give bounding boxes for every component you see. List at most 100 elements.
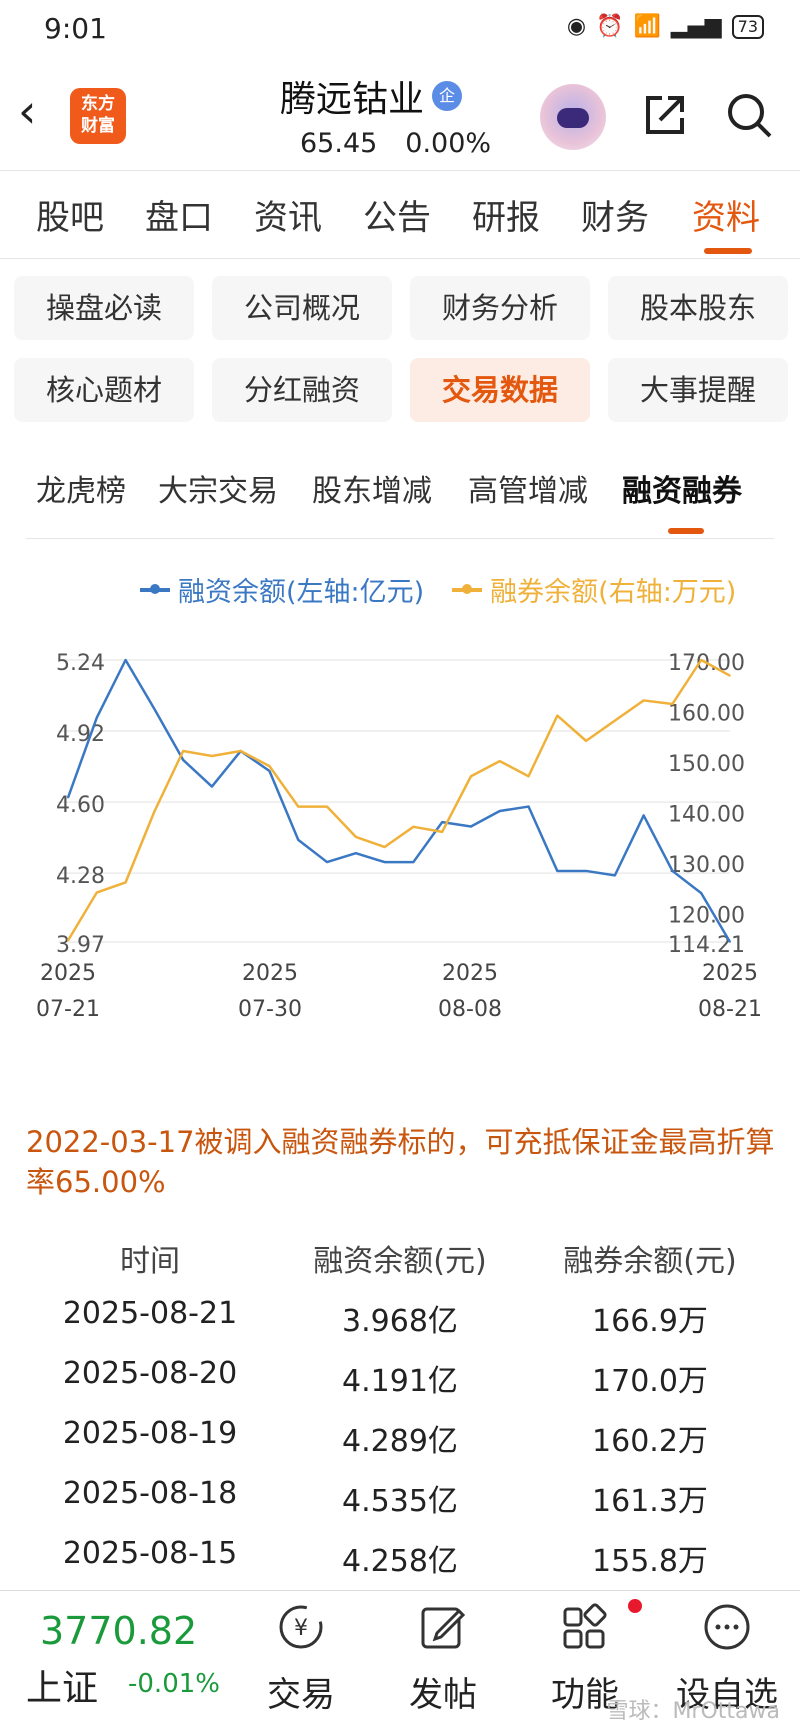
- series-point-1: [67, 939, 69, 942]
- header: ‹ 东方 财富 腾远钴业 企 65.45 0.00%: [0, 62, 800, 170]
- series-point-0: [671, 870, 674, 872]
- stock-title: 腾远钴业 企: [280, 70, 463, 122]
- tabs-divider: [0, 258, 800, 259]
- features-button[interactable]: 功能: [530, 1601, 640, 1716]
- chart-plot[interactable]: 5.244.924.604.283.97170.00160.00150.0014…: [0, 620, 800, 1060]
- yen-circle-icon: ¥: [279, 1605, 323, 1649]
- series-point-1: [498, 760, 501, 762]
- right-tick-label: 130.00: [668, 853, 745, 878]
- row-date: 2025-08-20: [62, 1356, 238, 1391]
- sub-nav-company-overview[interactable]: 公司概况: [212, 276, 392, 340]
- series-point-0: [527, 805, 530, 808]
- series-point-0: [556, 870, 559, 872]
- series-point-0: [412, 861, 415, 863]
- battery-icon: 73: [731, 14, 764, 39]
- right-tick-label: 140.00: [668, 803, 745, 828]
- left-tick-label: 3.97: [56, 933, 105, 958]
- series-point-0: [67, 796, 69, 799]
- x-tick-date: 08-08: [438, 997, 502, 1022]
- right-tick-label: 114.21: [668, 933, 745, 958]
- stock-price: 65.45: [300, 128, 378, 159]
- series-point-1: [182, 750, 184, 752]
- series-point-0: [326, 861, 328, 863]
- tab-profile[interactable]: 资料: [692, 198, 760, 238]
- stock-name: 腾远钴业: [280, 79, 425, 120]
- series-point-0: [614, 874, 616, 877]
- sub-nav-events[interactable]: 大事提醒: [608, 358, 788, 422]
- stock-quote: 65.45 0.00%: [300, 128, 491, 159]
- header-lending: 融券余额(元): [563, 1244, 737, 1279]
- series-point-1: [326, 805, 328, 808]
- series-point-1: [671, 703, 674, 705]
- left-tick-label: 4.92: [56, 722, 105, 747]
- series-line-1: [66, 658, 731, 942]
- x-tick-date: 07-30: [238, 997, 302, 1022]
- right-tick-label: 120.00: [668, 904, 745, 929]
- margin-chart: 融资余额(左轴:亿元) 融券余额(右轴:万元) 5.24 4.92 4.60 4.28…: [0, 560, 800, 1060]
- series-point-0: [297, 839, 300, 841]
- stock-change: 0.00%: [405, 128, 492, 159]
- series-point-0: [211, 785, 213, 788]
- data-tab-holder-change[interactable]: 股东增减: [312, 474, 432, 509]
- series-point-1: [383, 846, 386, 848]
- x-tick-year: 2025: [242, 961, 298, 986]
- series-point-0: [470, 825, 472, 828]
- row-lending: 166.9万: [592, 1304, 708, 1339]
- series-point-1: [441, 831, 443, 833]
- series-point-0: [498, 810, 501, 812]
- header-time: 时间: [120, 1244, 180, 1279]
- add-watchlist-button[interactable]: 设自选: [672, 1601, 782, 1716]
- search-icon[interactable]: [722, 88, 776, 142]
- row-financing: 4.535亿: [342, 1484, 458, 1519]
- row-lending: 161.3万: [592, 1484, 708, 1519]
- series-line-0: [66, 658, 732, 943]
- share-icon[interactable]: [640, 90, 690, 140]
- tab-announcement[interactable]: 公告: [363, 198, 431, 238]
- series-point-1: [268, 765, 271, 767]
- data-tab-block-trade[interactable]: 大宗交易: [158, 474, 278, 509]
- sub-nav-trading-data[interactable]: 交易数据: [410, 358, 590, 422]
- series-point-1: [211, 755, 213, 757]
- row-lending: 155.8万: [592, 1544, 708, 1579]
- series-point-0: [355, 852, 357, 854]
- data-tab-exec-change[interactable]: 高管增减: [468, 474, 588, 509]
- series-point-1: [153, 810, 156, 813]
- left-tick-label: 4.60: [56, 793, 105, 818]
- header-divider: [0, 170, 800, 171]
- back-button[interactable]: ‹: [18, 84, 37, 138]
- row-date: 2025-08-19: [62, 1416, 238, 1451]
- tab-research[interactable]: 研报: [472, 198, 540, 238]
- table-row: 2025-08-21 3.968亿 166.9万: [0, 1296, 800, 1356]
- left-tick-label: 5.24: [56, 651, 105, 676]
- data-tab-dragon-tiger[interactable]: 龙虎榜: [36, 474, 126, 509]
- legend-item-lending[interactable]: 融券余额(右轴:万元): [452, 570, 736, 609]
- series-point-0: [268, 770, 271, 772]
- sub-nav-financial-analysis[interactable]: 财务分析: [410, 276, 590, 340]
- post-button[interactable]: 发帖: [388, 1601, 498, 1716]
- data-tabs-divider: [26, 538, 774, 539]
- sub-nav-core-themes[interactable]: 核心题材: [14, 358, 194, 422]
- series-point-0: [182, 759, 184, 761]
- legend-label-lending: 融券余额(右轴:万元): [490, 577, 737, 608]
- trade-button[interactable]: ¥ 交易: [246, 1601, 356, 1716]
- tab-news[interactable]: 资讯: [254, 198, 322, 238]
- assistant-robot-icon[interactable]: [540, 84, 606, 150]
- right-tick-label: 160.00: [668, 702, 745, 727]
- header-financing: 融资余额(元): [313, 1244, 487, 1279]
- series-point-1: [470, 775, 472, 778]
- table-row: 2025-08-18 4.535亿 161.3万: [0, 1476, 800, 1536]
- series-point-1: [642, 699, 645, 702]
- legend-swatch-yellow: [452, 583, 483, 594]
- series-point-1: [297, 805, 300, 808]
- tab-guba[interactable]: 股吧: [36, 198, 104, 238]
- left-tick-label: 4.28: [56, 864, 105, 889]
- sub-nav-dividend-financing[interactable]: 分红融资: [212, 358, 392, 422]
- sub-nav-shareholders[interactable]: 股本股东: [608, 276, 788, 340]
- sub-nav-must-read[interactable]: 操盘必读: [14, 276, 194, 340]
- legend-item-financing[interactable]: 融资余额(左轴:亿元): [140, 570, 424, 609]
- tab-finance[interactable]: 财务: [581, 198, 649, 238]
- table-header: 时间 融资余额(元) 融券余额(元): [0, 1236, 800, 1296]
- data-tab-margin[interactable]: 融资融券: [622, 474, 742, 509]
- tab-pankou[interactable]: 盘口: [145, 198, 213, 238]
- series-point-1: [556, 714, 559, 717]
